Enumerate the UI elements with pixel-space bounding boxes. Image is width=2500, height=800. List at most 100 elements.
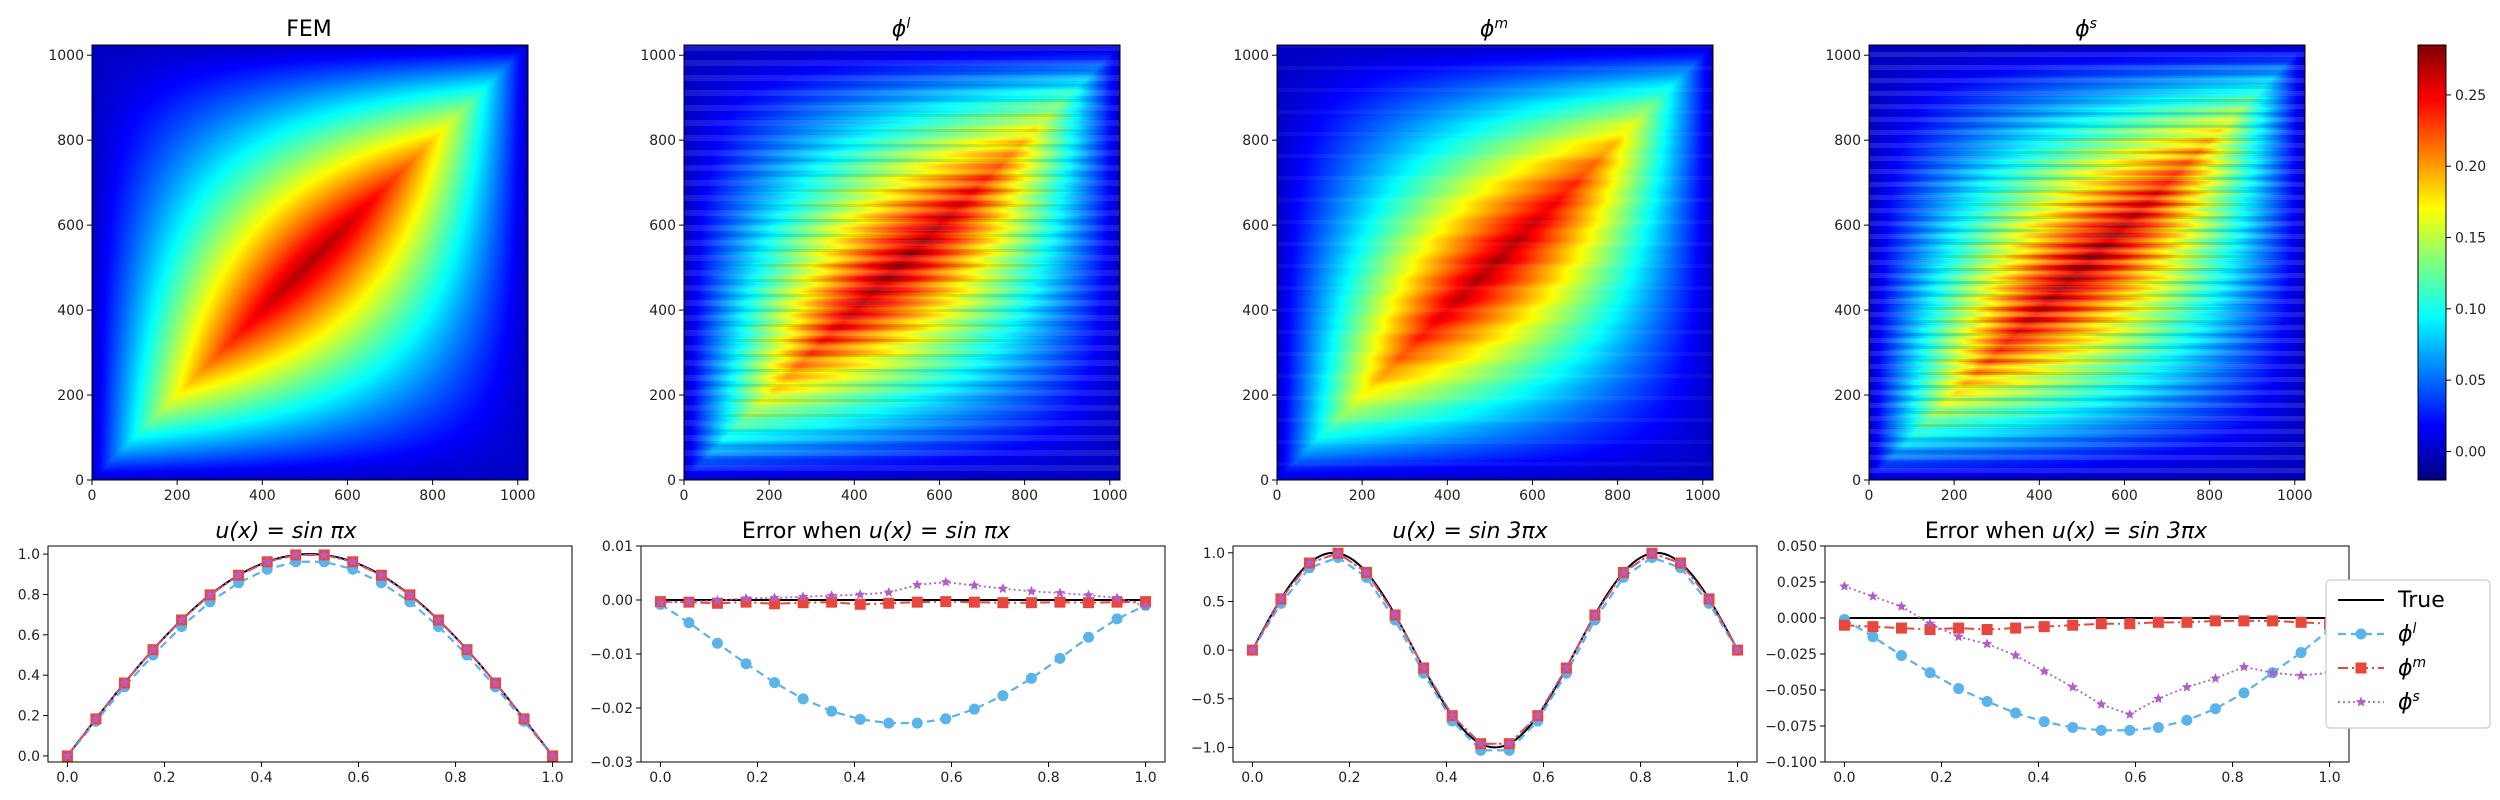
y-tick-label: −0.025 (1765, 647, 1817, 663)
point-marker (176, 614, 187, 625)
y-tick-label: 1000 (1825, 48, 1861, 64)
y-tick-label: 0.050 (1777, 539, 1817, 555)
heatmap-title-phi-m: ϕm (1480, 16, 1508, 42)
x-tick-label: 0 (1865, 488, 1874, 504)
point-marker (1140, 600, 1151, 611)
colorbar-tick-label: 0.05 (2455, 373, 2486, 389)
point-marker (2010, 649, 2021, 660)
x-tick-label: 0.0 (56, 770, 78, 786)
point-marker (1924, 618, 1936, 629)
y-tick-label: 800 (1834, 133, 1861, 149)
point-marker (376, 569, 387, 580)
point-marker (740, 658, 752, 670)
point-marker (2238, 661, 2250, 672)
heatmap-frame (91, 44, 529, 481)
point-marker (1111, 596, 1123, 608)
point-marker (911, 717, 923, 729)
heatmap-image (92, 45, 528, 480)
y-tick-label: 0.5 (1203, 594, 1225, 610)
x-tick-label: 0 (680, 488, 689, 504)
point-marker (1304, 557, 1315, 568)
point-marker (2124, 708, 2136, 719)
series-line (660, 581, 1146, 607)
legend-label-phi-l: ϕl (2398, 621, 2417, 647)
y-tick-label: 800 (649, 133, 676, 149)
point-marker (261, 556, 273, 567)
point-marker (2181, 616, 2193, 628)
x-tick-label: 0.6 (347, 770, 369, 786)
series-ϕs (655, 576, 1151, 611)
y-tick-label: 0 (75, 473, 84, 489)
x-tick-label: 0.8 (444, 770, 466, 786)
heatmap-title-fem: FEM (286, 17, 332, 42)
x-tick-label: 0.2 (1930, 770, 1952, 786)
point-marker (90, 713, 102, 724)
point-marker (1054, 596, 1066, 608)
point-marker (2152, 721, 2164, 733)
plot-area (641, 546, 1165, 762)
point-marker (683, 617, 695, 629)
point-marker (119, 677, 130, 688)
point-marker (1504, 738, 1515, 749)
x-tick-label: 200 (1941, 488, 1968, 504)
point-marker (2038, 621, 2050, 633)
y-tick-label: 0.8 (18, 587, 40, 603)
x-tick-label: 800 (1604, 488, 1631, 504)
x-tick-label: 0.8 (1037, 770, 1059, 786)
point-marker (1418, 662, 1429, 673)
point-marker (1083, 597, 1095, 609)
line-title-error-sin-pi-x: Error when u(x) = sin πx (742, 519, 1011, 544)
point-marker (997, 597, 1009, 609)
y-tick-label: 200 (649, 388, 676, 404)
legend-label-true: True (2397, 588, 2445, 613)
point-marker (2209, 703, 2221, 715)
point-marker (1025, 597, 1037, 609)
colorbar-tick-label: 0.10 (2455, 302, 2486, 318)
x-tick-label: 400 (2026, 488, 2053, 504)
point-marker (347, 556, 359, 567)
series-line (1251, 552, 1739, 745)
heatmap-phi-s: 0 200 400 600 800 1000 0 200 400 600 800 1000 (1825, 44, 2313, 504)
y-tick-label: 200 (1242, 388, 1269, 404)
point-marker (740, 592, 752, 603)
point-marker (769, 598, 781, 610)
point-marker (1896, 600, 1907, 611)
x-tick-label: 1.0 (1134, 770, 1156, 786)
series-line (66, 560, 554, 757)
point-marker (404, 589, 416, 600)
colorbar-gradient (2417, 44, 2447, 481)
line-title-error-sin-3pi-x: Error when u(x) = sin 3πx (1925, 519, 2208, 544)
x-tick-label: 800 (419, 488, 446, 504)
series-line (659, 603, 1147, 725)
point-marker (854, 713, 866, 725)
point-marker (826, 590, 837, 601)
point-marker (2038, 665, 2050, 676)
point-marker (233, 569, 244, 580)
y-tick-label: 0 (667, 473, 676, 489)
point-marker (769, 592, 780, 603)
legend-label-phi-s: ϕs (2398, 689, 2420, 715)
point-marker (147, 644, 159, 655)
point-marker (940, 576, 952, 587)
point-marker (1532, 710, 1544, 721)
point-marker (1646, 547, 1658, 558)
point-marker (2181, 681, 2193, 692)
point-marker (940, 713, 952, 725)
point-marker (1839, 580, 1850, 591)
x-tick-label: 0.8 (2221, 770, 2243, 786)
heatmap-banding (1869, 45, 2305, 480)
point-marker (2238, 615, 2250, 627)
point-marker (2124, 724, 2136, 736)
point-marker (2152, 616, 2164, 628)
point-marker (1083, 589, 1094, 600)
point-marker (490, 677, 501, 688)
heatmap-fem: 0 200 400 600 800 1000 0 200 400 600 800 1000 (48, 44, 536, 504)
y-tick-label: 400 (57, 303, 84, 319)
x-tick-label: 600 (2111, 488, 2138, 504)
point-marker (712, 595, 723, 605)
x-tick-label: 0.6 (940, 770, 962, 786)
y-tick-label: 1000 (48, 48, 84, 64)
point-marker (2124, 618, 2136, 630)
point-marker (1275, 593, 1287, 604)
x-tick-label: 400 (249, 488, 276, 504)
